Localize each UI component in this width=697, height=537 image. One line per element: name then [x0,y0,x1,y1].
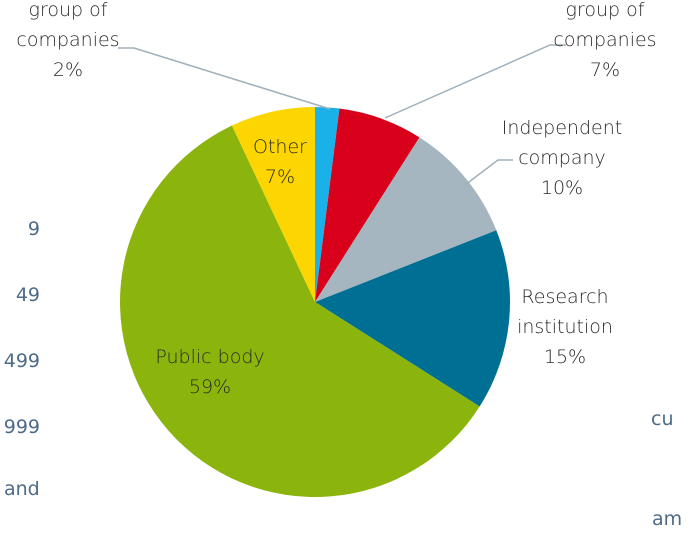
slice-name: Other [253,136,307,158]
background-text: 499 [3,350,40,372]
slice-label: Other 7% [245,132,315,192]
pie-slice [315,107,340,302]
slice-name: Research institution [517,286,613,338]
slice-label: group of companies 7% [546,0,664,85]
background-text: 999 [3,416,40,438]
background-text: cu [651,408,674,430]
slice-name: Public body [155,346,265,368]
background-text: and [4,478,40,500]
slice-value: 59% [188,376,232,398]
slice-name: group of companies [553,0,657,51]
leader-line [118,47,331,110]
slice-value: 10% [540,177,584,199]
background-text: 49 [15,284,40,306]
pie-slice [315,137,497,302]
slice-label: group of companies 2% [9,0,127,85]
slice-value: 15% [543,346,587,368]
slice-value: 7% [589,59,621,81]
leader-line [464,159,513,186]
slice-name: Independent company [501,117,623,169]
slice-label: Independent company 10% [487,113,637,203]
slice-label: Public body 59% [125,342,295,402]
pie-slice [120,125,480,497]
slice-label: Research institution 15% [505,282,625,372]
pie-slice [231,107,315,302]
background-text: am [652,508,683,530]
background-text: 9 [27,218,40,240]
leader-line [384,44,566,119]
pie-slice [315,108,420,303]
pie-slice [315,230,511,407]
slice-value: 2% [52,59,84,81]
slice-value: 7% [264,166,296,188]
slice-name: group of companies [16,0,120,51]
